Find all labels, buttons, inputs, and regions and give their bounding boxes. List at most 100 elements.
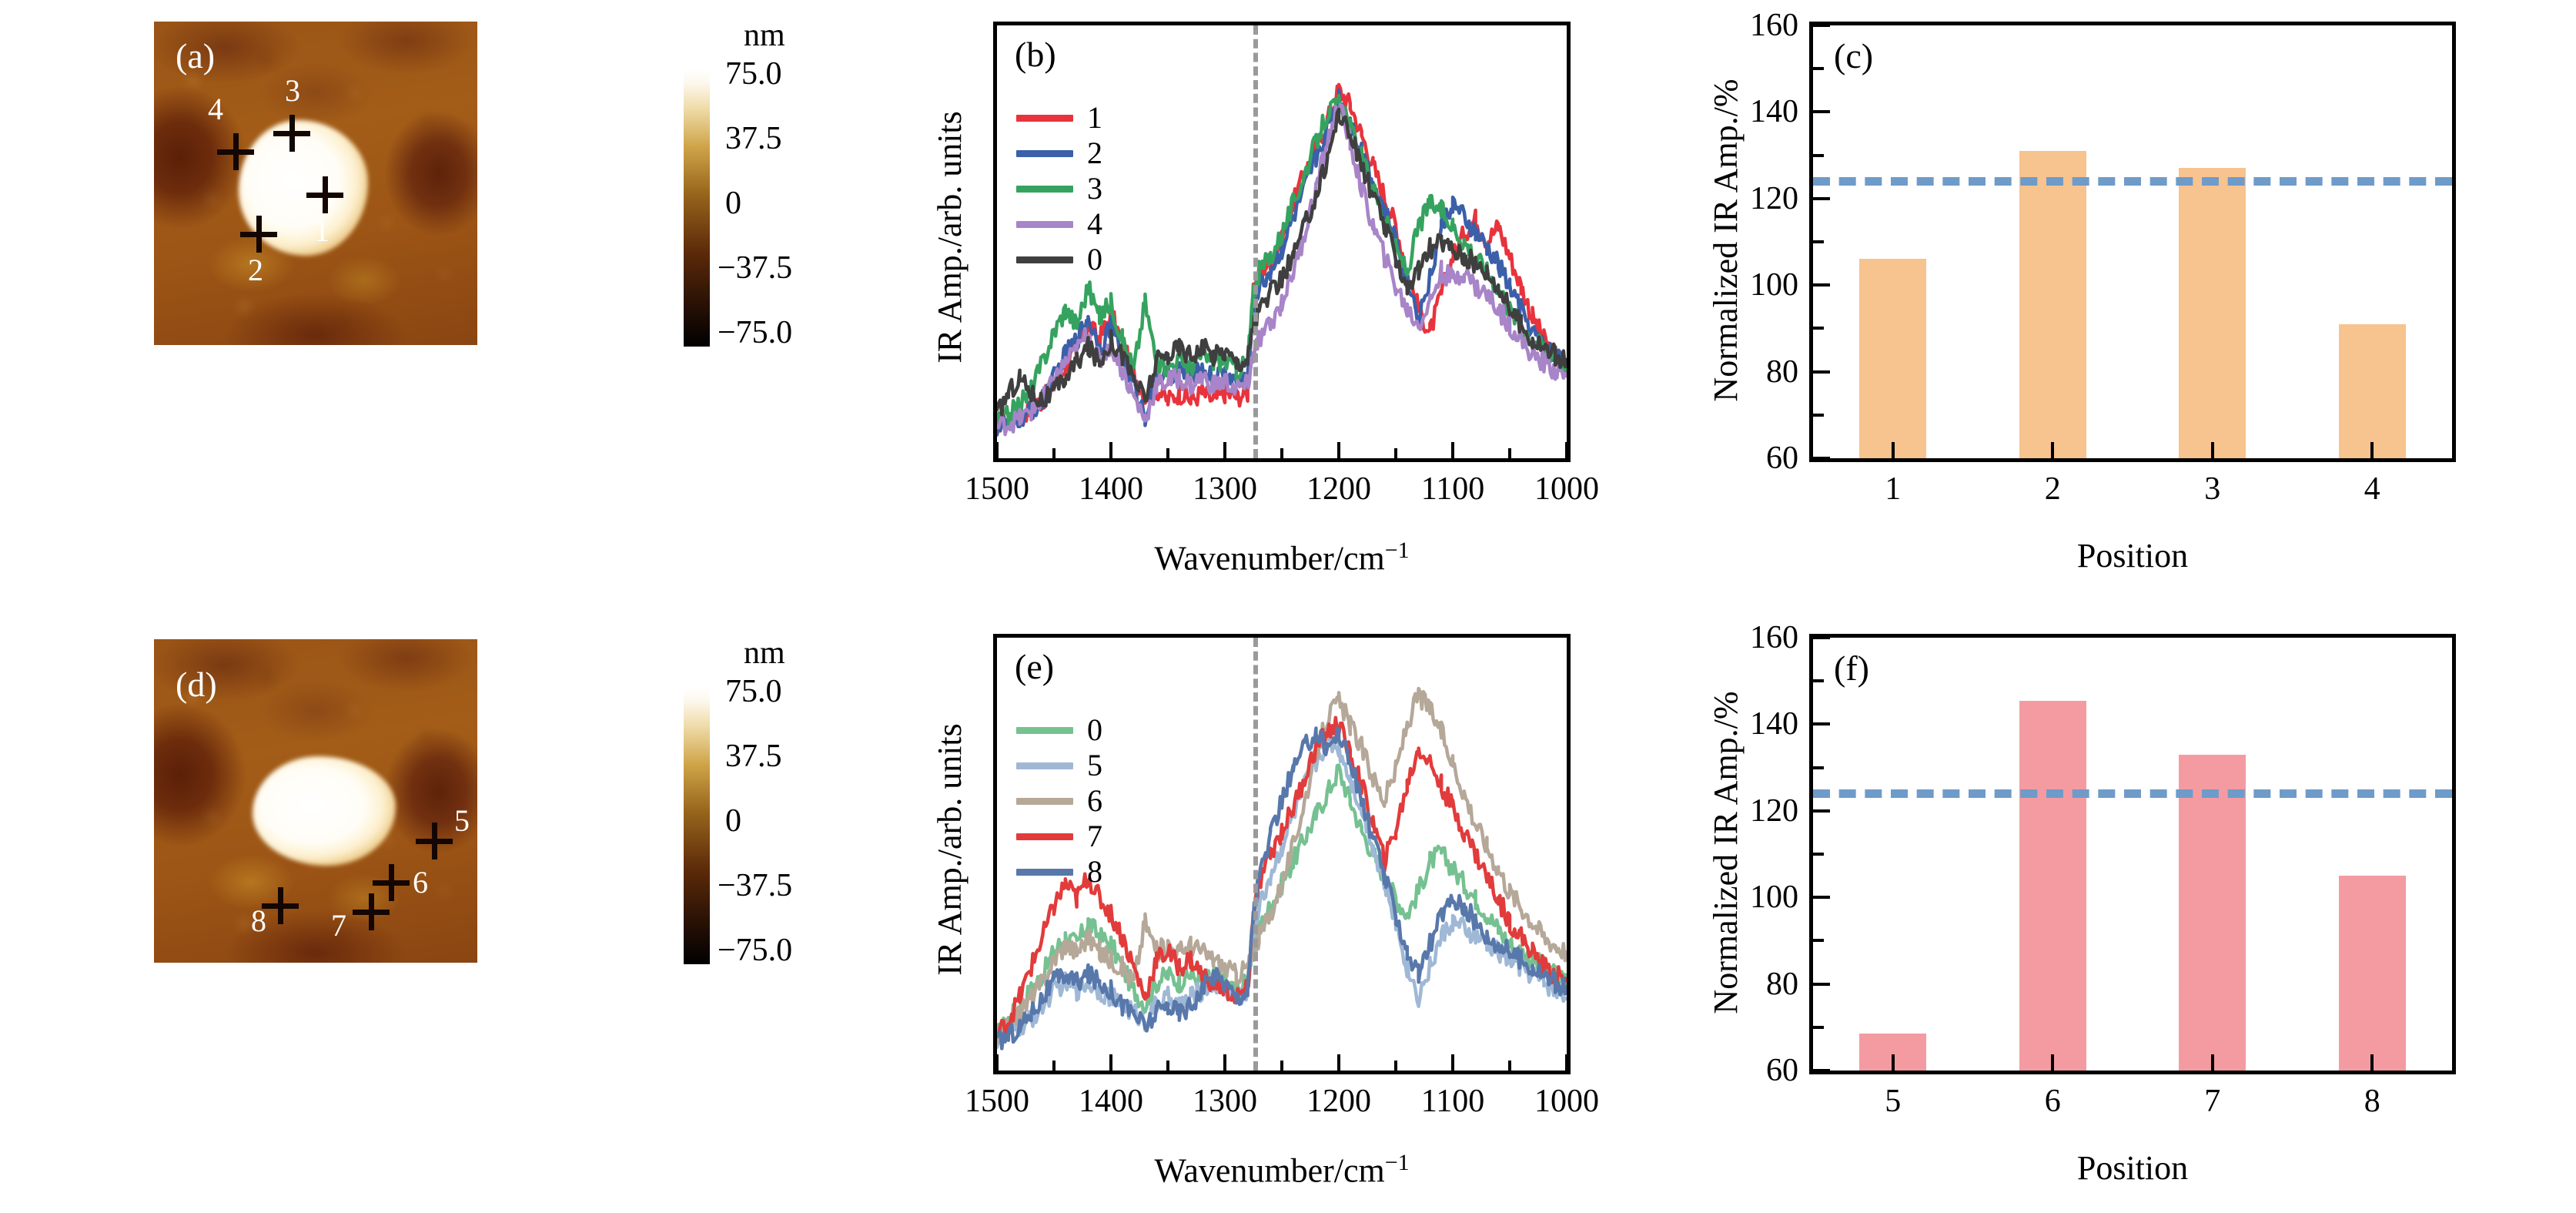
xtick-major [1223, 442, 1226, 459]
bar-3[interactable] [2179, 168, 2246, 458]
xtick-minor [1394, 448, 1397, 459]
afm-marker-label-5: 5 [454, 803, 470, 838]
ytick-major [1813, 636, 1830, 639]
afm-marker-cross-2 [240, 216, 277, 253]
legend-item-7[interactable]: 7 [1016, 819, 1102, 854]
ytick-minor [1813, 766, 1824, 769]
xtick-major [1109, 442, 1112, 459]
ytick-minor [1813, 240, 1824, 243]
panel-f-ylabel: Normalized IR Amp./% [1707, 691, 1745, 1014]
xtick-major [2370, 1054, 2374, 1071]
legend-item-5[interactable]: 5 [1016, 748, 1102, 783]
bar-8[interactable] [2338, 876, 2406, 1071]
panel-e-spectra-svg [997, 686, 1567, 1050]
afm-marker-cross-8 [262, 887, 299, 924]
xtick-minor [1166, 448, 1169, 459]
xtick-label-6: 6 [2044, 1084, 2061, 1119]
xtick-minor [1166, 1061, 1169, 1071]
xtick-major [2370, 442, 2374, 459]
colorbar-tick-top-4: −75.0 [718, 315, 793, 350]
xtick-minor [1280, 1061, 1283, 1071]
legend-item-0[interactable]: 0 [1016, 712, 1102, 748]
afm-marker-cross-6 [373, 864, 410, 901]
xtick-label-3: 3 [2204, 471, 2221, 507]
xtick-major [2210, 1054, 2214, 1071]
ytick-minor [1813, 679, 1824, 683]
xtick-label: 1200 [1306, 471, 1371, 507]
xtick-label: 1300 [1193, 1084, 1257, 1119]
legend-item-2[interactable]: 2 [1016, 136, 1102, 171]
colorbar-tick-bottom-0: 75.0 [725, 674, 782, 709]
legend-swatch-8 [1016, 868, 1073, 876]
xtick-major [1891, 1054, 1895, 1071]
panel-b-plot-area [993, 22, 1571, 462]
ytick-label: 160 [1750, 8, 1798, 43]
ytick-minor [1813, 1025, 1824, 1029]
ytick-major [1813, 722, 1830, 726]
ytick-major [1813, 1069, 1830, 1072]
legend-item-4[interactable]: 4 [1016, 206, 1102, 242]
ytick-major [1813, 896, 1830, 900]
xtick-label-8: 8 [2364, 1084, 2380, 1119]
colorbar-bottom: nm 75.0 37.5 0 −37.5 −75.0 [677, 635, 878, 968]
xtick-label: 1400 [1079, 1084, 1143, 1119]
legend-item-0[interactable]: 0 [1016, 242, 1102, 277]
xtick-major [995, 442, 999, 459]
xtick-label: 1400 [1079, 471, 1143, 507]
ytick-major [1813, 809, 1830, 813]
afm-marker-cross-1 [306, 176, 343, 213]
xtick-label: 1500 [965, 1084, 1029, 1119]
xtick-major [1565, 1054, 1568, 1071]
bar-7[interactable] [2179, 754, 2246, 1071]
panel-b-spectra-svg [997, 82, 1567, 437]
legend-item-8[interactable]: 8 [1016, 854, 1102, 890]
panel-e-ylabel: IR Amp./arb. units [931, 723, 969, 976]
panel-f-reference-line [1813, 789, 2452, 798]
xtick-major [2051, 1054, 2055, 1071]
legend-swatch-1 [1016, 114, 1073, 122]
xtick-label-7: 7 [2204, 1084, 2221, 1119]
bar-1[interactable] [1859, 259, 1927, 458]
xtick-major [1337, 1054, 1340, 1071]
xtick-major [2210, 442, 2214, 459]
ytick-minor [1813, 327, 1824, 330]
panel-c-plot-area [1809, 22, 2456, 462]
afm-marker-cross-4 [217, 133, 254, 170]
xtick-major [1451, 442, 1454, 459]
legend-swatch-0 [1016, 726, 1073, 734]
afm-marker-label-1: 1 [314, 213, 330, 248]
legend-swatch-6 [1016, 797, 1073, 805]
panel-b-xlabel: Wavenumber/cm−1 [1154, 538, 1410, 578]
xtick-label-5: 5 [1885, 1084, 1902, 1119]
legend-label-0: 0 [1087, 242, 1102, 276]
panel-b-xlabel-text: Wavenumber/cm [1154, 539, 1385, 578]
legend-item-6[interactable]: 6 [1016, 783, 1102, 819]
ytick-label: 160 [1750, 620, 1798, 655]
afm-marker-label-6: 6 [413, 865, 428, 900]
colorbar-tick-bottom-2: 0 [725, 803, 741, 839]
legend-label-8: 8 [1087, 854, 1102, 889]
panel-tag-e: (e) [1015, 647, 1055, 686]
panel-f: Normalized IR Amp./% (f) 60 80 100 120 140 16… [1686, 612, 2548, 1213]
legend-swatch-4 [1016, 220, 1073, 228]
legend-item-3[interactable]: 3 [1016, 171, 1102, 206]
legend-item-1[interactable]: 1 [1016, 100, 1102, 136]
panel-f-xlabel: Position [2076, 1149, 2189, 1187]
bar-6[interactable] [2019, 700, 2086, 1071]
panel-e-xlabel-text: Wavenumber/cm [1154, 1151, 1385, 1190]
colorbar-tick-bottom-1: 37.5 [725, 739, 782, 774]
xtick-minor [1394, 1061, 1397, 1071]
panel-b-vline [1253, 25, 1258, 458]
panel-tag-a: (a) [176, 36, 216, 75]
xtick-major [1891, 442, 1895, 459]
xtick-label: 1200 [1306, 1084, 1371, 1119]
bar-2[interactable] [2019, 150, 2086, 458]
xtick-label: 1100 [1420, 471, 1485, 507]
afm-flake-d [253, 756, 396, 866]
bar-4[interactable] [2338, 323, 2406, 458]
xtick-label: 1100 [1420, 1084, 1485, 1119]
